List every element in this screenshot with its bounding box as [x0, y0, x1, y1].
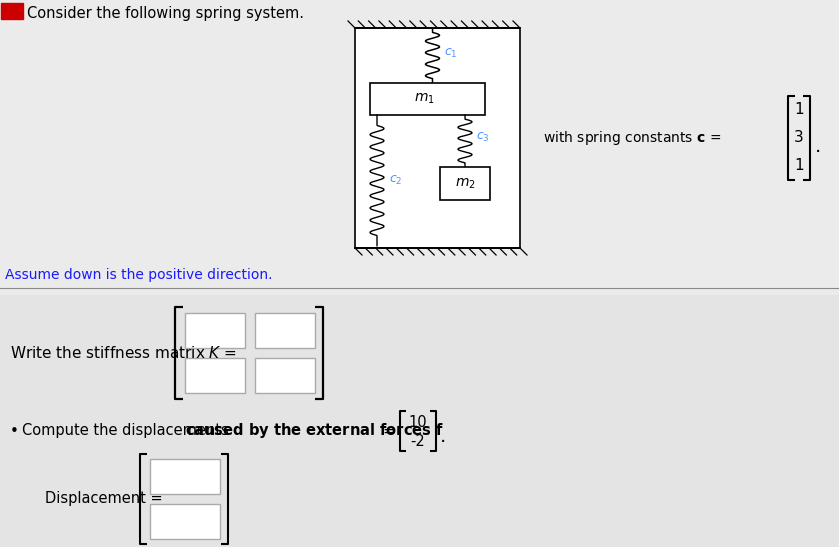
Bar [255, 358, 315, 393]
Bar [440, 167, 490, 200]
Bar [150, 504, 220, 539]
Bar [150, 459, 220, 494]
Text: Displacement =: Displacement = [45, 492, 163, 507]
Bar [185, 358, 245, 393]
Text: -2: -2 [410, 434, 425, 449]
Text: 10: 10 [409, 415, 427, 430]
Text: •: • [10, 423, 18, 439]
Text: $m_2$: $m_2$ [455, 176, 476, 191]
Text: $c_3$: $c_3$ [476, 130, 490, 143]
Text: $c_1$: $c_1$ [445, 46, 458, 60]
Text: 1: 1 [795, 102, 804, 118]
FancyBboxPatch shape [1, 3, 23, 19]
Text: .: . [440, 427, 446, 445]
Text: with spring constants $\mathbf{c}$ =: with spring constants $\mathbf{c}$ = [543, 129, 722, 147]
Text: .: . [815, 137, 821, 155]
Text: Compute the displacements: Compute the displacements [22, 423, 233, 439]
Text: Assume down is the positive direction.: Assume down is the positive direction. [5, 268, 273, 282]
Text: 3: 3 [795, 131, 804, 146]
Bar [255, 313, 315, 348]
Bar [370, 83, 485, 115]
Text: caused by the external forces $\mathbf{f}$: caused by the external forces $\mathbf{f… [185, 422, 444, 440]
Text: $m_1$: $m_1$ [414, 92, 435, 106]
Bar [355, 28, 520, 248]
Text: Write the stiffness matrix $K$ =: Write the stiffness matrix $K$ = [10, 345, 237, 361]
Text: Consider the following spring system.: Consider the following spring system. [27, 6, 304, 21]
Bar [0, 295, 839, 547]
Text: $c_2$: $c_2$ [389, 174, 403, 187]
Bar [185, 313, 245, 348]
Text: 1: 1 [795, 159, 804, 173]
Text: =: = [382, 423, 395, 439]
